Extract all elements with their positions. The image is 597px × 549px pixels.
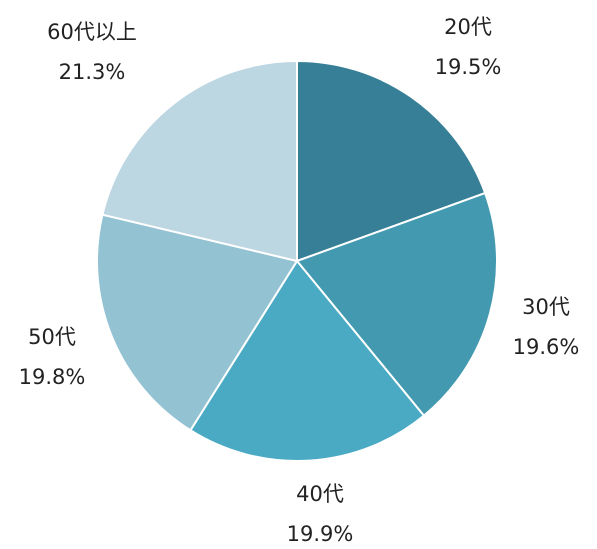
slice-label: 60代以上: [47, 20, 137, 44]
slice-value-label: 19.6%: [513, 335, 580, 359]
slice-label: 30代: [522, 295, 570, 319]
pie-slice: [189, 259, 426, 462]
slice-label: 50代: [28, 325, 76, 349]
slice-label: 20代: [444, 15, 492, 39]
pie-slice: [96, 213, 299, 432]
slice-value-label: 19.8%: [19, 365, 86, 389]
slice-value-label: 21.3%: [59, 60, 126, 84]
pie-slice: [295, 191, 498, 417]
pie-slice: [296, 59, 487, 263]
slice-value-label: 19.5%: [435, 55, 502, 79]
slice-value-label: 19.9%: [287, 522, 354, 546]
pie-slice: [101, 59, 298, 263]
slice-label: 40代: [296, 482, 344, 506]
